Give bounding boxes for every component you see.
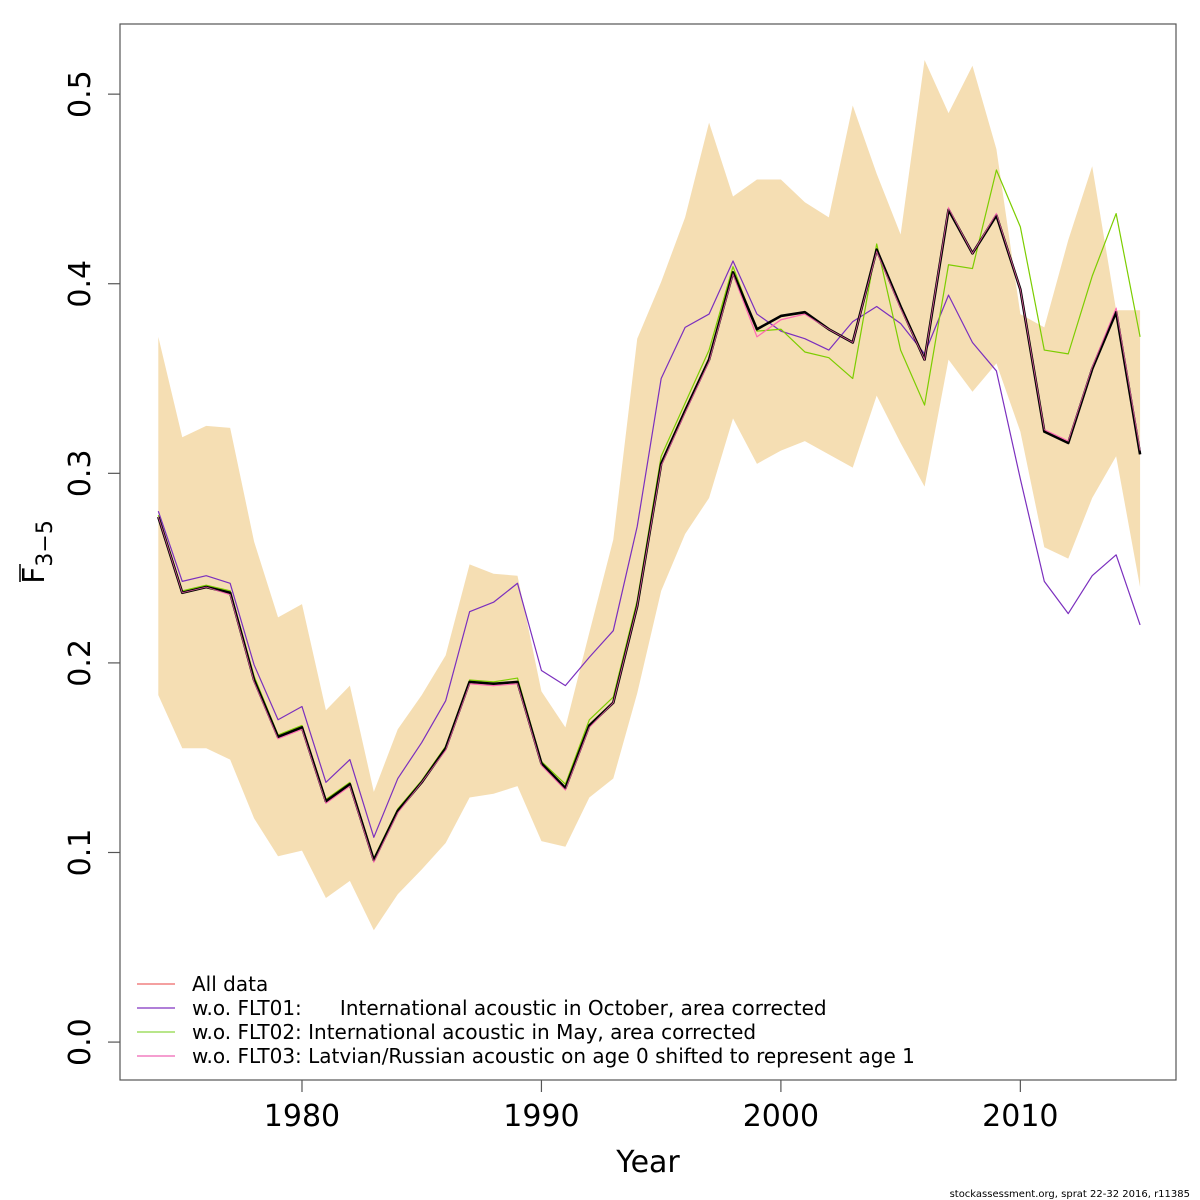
legend-label: All data: [192, 972, 268, 996]
y-tick-label: 0.1: [63, 829, 98, 877]
y-tick-label-group: 0.0: [63, 1018, 98, 1066]
x-tick-label: 1990: [503, 1099, 579, 1134]
series-line-flt03-overlay: [157, 206, 1141, 864]
y-axis-title-main: F: [17, 567, 52, 584]
plot-frame: [119, 23, 1177, 1081]
footer-credit: stockassessment.org, sprat 22-32 2016, r…: [950, 1189, 1190, 1200]
legend-label: w.o. FLT03: Latvian/Russian acoustic on …: [192, 1044, 915, 1068]
y-axis: 0.0 0.1 0.2 0.3 0.4 0.5: [63, 70, 120, 1066]
x-axis: 1980 1990 2000 2010: [264, 1080, 1059, 1134]
y-tick-label: 0.4: [63, 260, 98, 308]
legend-label: w.o. FLT02: International acoustic in Ma…: [192, 1020, 756, 1044]
confidence-band: [158, 60, 1141, 931]
x-tick-label: 2000: [743, 1099, 819, 1134]
series-layer: [157, 169, 1142, 864]
x-axis-title: Year: [615, 1145, 680, 1180]
x-tick-label: 1980: [264, 1099, 340, 1134]
y-tick-label-group: 0.4: [63, 260, 98, 308]
series-line-w-o-flt01: [157, 260, 1141, 838]
y-tick-label-group: 0.5: [63, 70, 98, 118]
y-axis-title: F3−5: [17, 520, 58, 584]
y-tick-label-group: 0.2: [63, 639, 98, 687]
y-tick-label: 0.3: [63, 449, 98, 497]
svg-text:F3−5: F3−5: [17, 520, 58, 584]
x-tick-label: 2010: [982, 1099, 1058, 1134]
y-tick-label-group: 0.1: [63, 829, 98, 877]
y-tick-label: 0.0: [63, 1018, 98, 1066]
y-axis-title-sub: 3−5: [33, 520, 58, 566]
legend-label: w.o. FLT01: International acoustic in Oc…: [192, 996, 827, 1020]
y-tick-label: 0.5: [63, 70, 98, 118]
y-tick-label: 0.2: [63, 639, 98, 687]
confidence-band-layer: [158, 60, 1141, 931]
y-tick-label-group: 0.3: [63, 449, 98, 497]
